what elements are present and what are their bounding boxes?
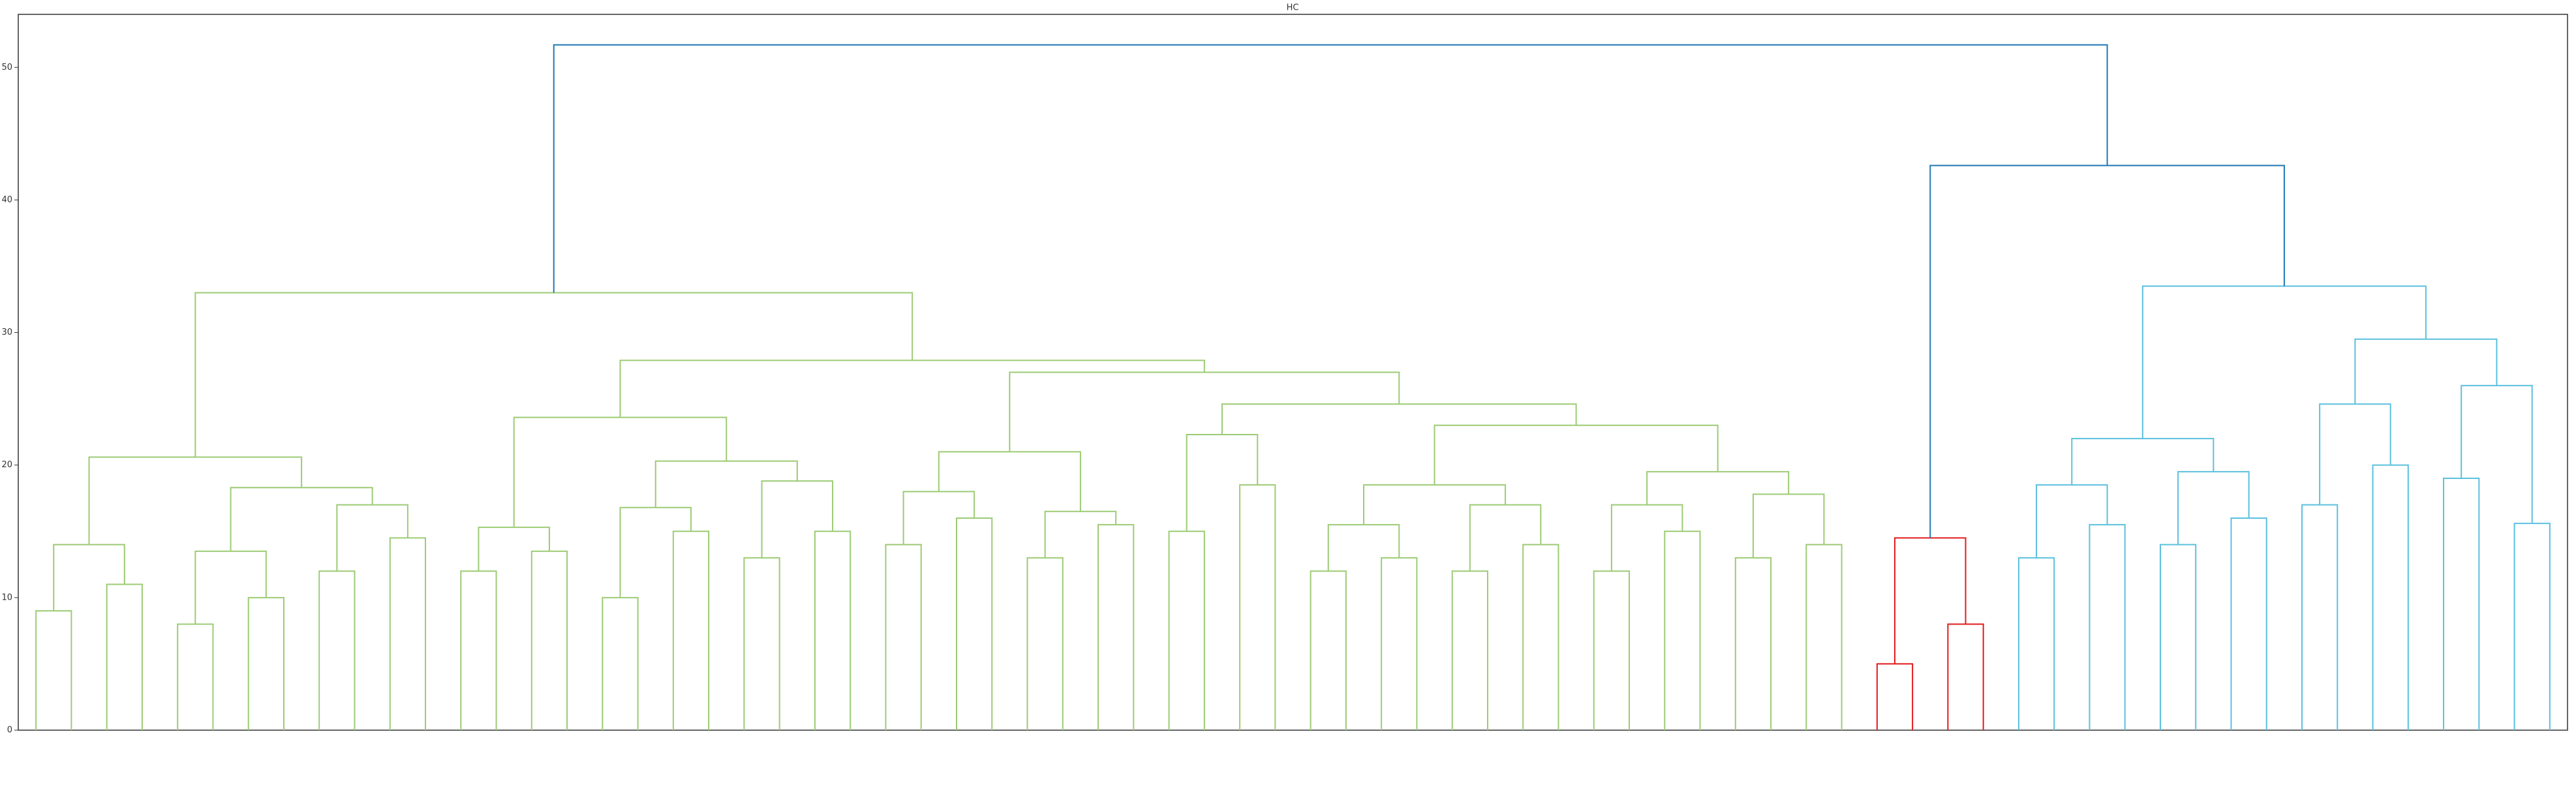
link	[2354, 338, 2498, 405]
link	[53, 544, 125, 611]
link	[1947, 623, 1984, 730]
link	[885, 544, 922, 730]
plot-frame	[18, 14, 2568, 731]
link	[478, 527, 550, 572]
link	[1168, 531, 1205, 730]
link	[2071, 438, 2215, 485]
link	[1610, 504, 1683, 572]
link	[1593, 570, 1631, 730]
link	[2177, 470, 2250, 545]
link	[814, 531, 851, 730]
link	[1469, 504, 1542, 572]
link	[177, 623, 214, 730]
y-tick-label: 50	[1, 63, 12, 72]
link	[938, 451, 1081, 512]
link	[106, 583, 143, 730]
link	[318, 570, 356, 730]
chart-title: HC	[1287, 3, 1299, 13]
link	[1805, 544, 1843, 730]
link	[1363, 484, 1507, 525]
link	[530, 550, 568, 730]
link	[553, 44, 2108, 293]
link	[1026, 557, 1064, 730]
y-tick-label: 10	[1, 592, 12, 602]
link	[761, 480, 834, 558]
link	[1044, 510, 1117, 558]
link	[2017, 557, 2055, 730]
y-tick-label: 20	[1, 460, 12, 470]
link	[1894, 537, 1967, 664]
link	[1009, 371, 1400, 452]
link	[88, 456, 303, 545]
link	[1221, 403, 1577, 435]
link	[654, 460, 798, 508]
link	[2319, 403, 2391, 505]
link	[460, 570, 497, 730]
link	[2036, 484, 2108, 558]
link	[1434, 424, 1719, 485]
link	[1186, 433, 1259, 532]
link	[619, 506, 692, 598]
y-tick-label: 40	[1, 195, 12, 205]
link	[955, 517, 993, 730]
link	[194, 292, 913, 457]
link	[1327, 524, 1400, 572]
link	[743, 557, 780, 730]
link	[2159, 544, 2197, 730]
link	[672, 531, 710, 730]
link	[230, 487, 373, 551]
link	[1522, 544, 1559, 730]
link	[2461, 384, 2533, 524]
link	[35, 610, 72, 730]
y-tick-label: 0	[7, 726, 12, 735]
y-tick-label: 30	[1, 328, 12, 337]
link	[2230, 517, 2267, 730]
link	[2372, 464, 2409, 730]
link	[1752, 493, 1825, 558]
link	[1239, 484, 1276, 730]
link	[1097, 524, 1135, 730]
link	[1664, 531, 1701, 730]
link	[2141, 285, 2427, 439]
link	[1451, 570, 1488, 730]
link	[247, 596, 284, 730]
link	[1381, 557, 1418, 730]
link	[194, 550, 267, 624]
link	[602, 596, 639, 730]
link	[2089, 524, 2126, 730]
link	[2301, 504, 2338, 730]
link	[619, 360, 1205, 418]
link	[1929, 164, 2285, 538]
link	[1876, 663, 1914, 730]
link	[2443, 478, 2480, 730]
link	[389, 537, 427, 730]
link	[1646, 470, 1790, 505]
link	[1734, 557, 1772, 730]
link	[2513, 523, 2551, 730]
link	[1310, 570, 1347, 730]
